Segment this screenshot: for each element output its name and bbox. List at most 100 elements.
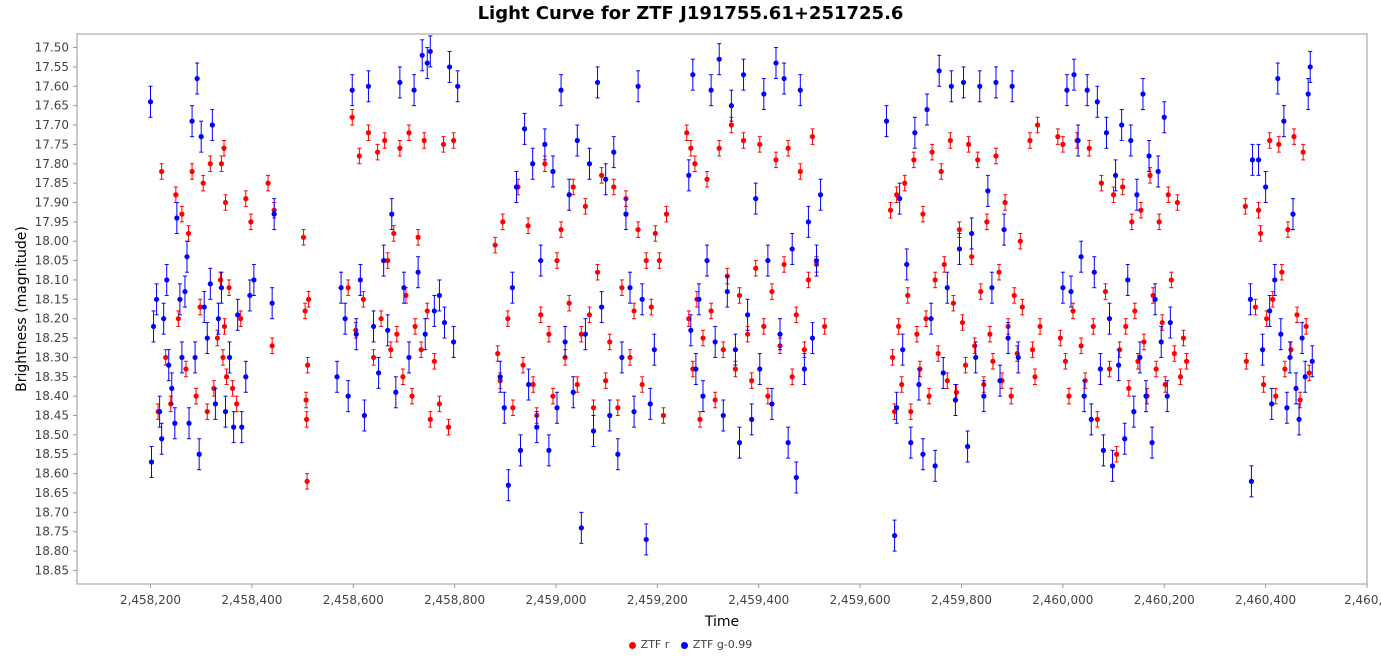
data-point (221, 323, 228, 330)
data-point (179, 211, 185, 217)
data-point (375, 370, 382, 376)
data-point (1125, 277, 1131, 283)
data-point (1138, 207, 1144, 213)
x-tick-label: 2,460,400 (1235, 593, 1296, 607)
data-point (704, 176, 710, 182)
data-point (365, 130, 372, 136)
data-point (1106, 366, 1113, 372)
data-point (929, 149, 935, 155)
data-point (353, 331, 359, 337)
data-point (753, 196, 759, 202)
data-point (388, 347, 394, 353)
data-point (1141, 339, 1147, 345)
data-point (218, 285, 225, 291)
data-point (385, 257, 391, 264)
data-point (182, 288, 188, 295)
data-point (1270, 296, 1276, 302)
y-tick-label: 17.85 (35, 176, 69, 190)
data-point (1306, 370, 1312, 376)
data-point (338, 285, 344, 291)
data-point (728, 122, 734, 128)
data-point (394, 331, 400, 337)
data-point (455, 83, 461, 89)
data-point (1134, 192, 1140, 198)
data-point (599, 304, 605, 310)
data-point (220, 354, 226, 361)
data-point (1168, 277, 1174, 283)
data-point (1037, 323, 1043, 330)
data-point (578, 525, 584, 531)
data-point (993, 79, 999, 86)
data-point (1156, 219, 1162, 225)
data-point (546, 447, 552, 453)
data-point (932, 463, 938, 469)
data-point (732, 366, 739, 372)
data-point (627, 354, 633, 361)
data-point (956, 226, 963, 233)
data-point (615, 405, 621, 411)
data-point (305, 362, 311, 368)
y-axis-label: Brightness (magnitude) (14, 226, 30, 392)
data-point (1300, 149, 1306, 155)
data-point (235, 312, 241, 318)
y-tick-label: 18.00 (35, 234, 69, 248)
data-point (805, 277, 812, 283)
data-point (303, 397, 309, 403)
data-point (793, 312, 799, 318)
data-point (936, 68, 942, 74)
data-point (944, 285, 950, 291)
data-point (243, 374, 249, 380)
data-point (708, 308, 714, 314)
data-point (542, 161, 548, 167)
data-point (932, 277, 938, 283)
data-point (185, 230, 192, 237)
data-point (1088, 416, 1094, 422)
data-point (1180, 335, 1187, 341)
data-point (696, 296, 702, 302)
data-point (1267, 137, 1273, 144)
data-point (554, 405, 560, 411)
data-point (1081, 393, 1087, 399)
data-point (765, 257, 771, 264)
data-point (635, 226, 641, 233)
data-point (607, 412, 613, 419)
data-point (212, 401, 218, 407)
y-tick-label: 18.60 (35, 467, 69, 481)
data-point (192, 354, 198, 361)
data-point (440, 141, 447, 147)
data-point (497, 374, 503, 380)
data-point (1158, 339, 1164, 345)
data-point (1062, 358, 1069, 364)
data-point (959, 319, 966, 326)
data-point (409, 393, 415, 399)
data-point (161, 316, 167, 322)
data-point (1102, 288, 1109, 295)
data-point (1267, 308, 1273, 314)
x-tick-label: 2,459,800 (931, 593, 992, 607)
data-point (728, 103, 734, 109)
data-point (663, 211, 670, 217)
data-point (1017, 238, 1023, 244)
data-point (1162, 381, 1168, 388)
data-point (908, 409, 914, 415)
data-point (972, 343, 978, 349)
data-point (896, 323, 902, 330)
data-point (1131, 409, 1137, 415)
data-point (978, 288, 984, 295)
data-point (525, 223, 531, 229)
data-point (370, 354, 377, 361)
data-point (147, 99, 154, 105)
data-point (381, 257, 387, 264)
data-point (720, 347, 726, 353)
data-point (169, 385, 175, 392)
legend-label-r: ZTF r (640, 638, 670, 651)
data-point (801, 347, 807, 353)
data-point (271, 211, 277, 217)
data-point (797, 87, 803, 93)
data-point (1299, 335, 1305, 341)
data-point (1002, 199, 1008, 206)
data-point (427, 416, 433, 422)
data-point (1167, 319, 1173, 326)
data-point (424, 60, 430, 66)
